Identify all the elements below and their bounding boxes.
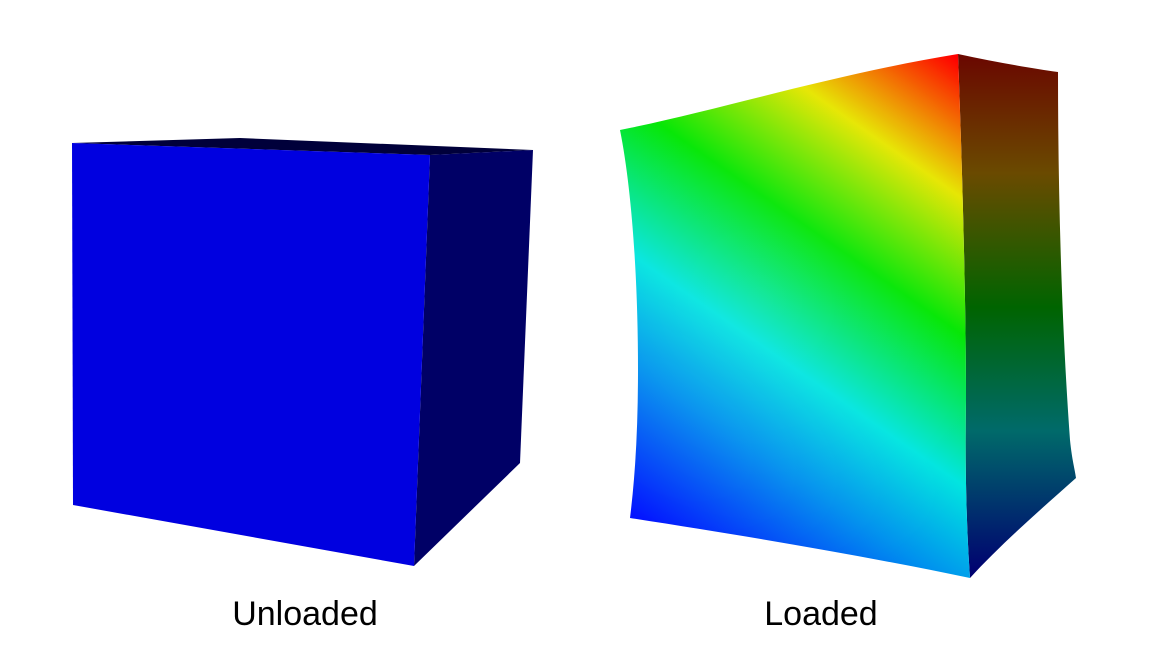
unloaded-cube-top-face — [72, 138, 533, 155]
unloaded-cube-front-face — [72, 143, 430, 566]
loaded-cube-front-shading — [620, 54, 970, 578]
loaded-cube — [620, 54, 1076, 578]
unloaded-cube-side-face — [414, 150, 533, 566]
unloaded-caption: Unloaded — [232, 595, 378, 633]
unloaded-cube — [72, 138, 533, 566]
loaded-caption: Loaded — [764, 595, 878, 633]
loaded-cube-side-face — [958, 54, 1076, 578]
